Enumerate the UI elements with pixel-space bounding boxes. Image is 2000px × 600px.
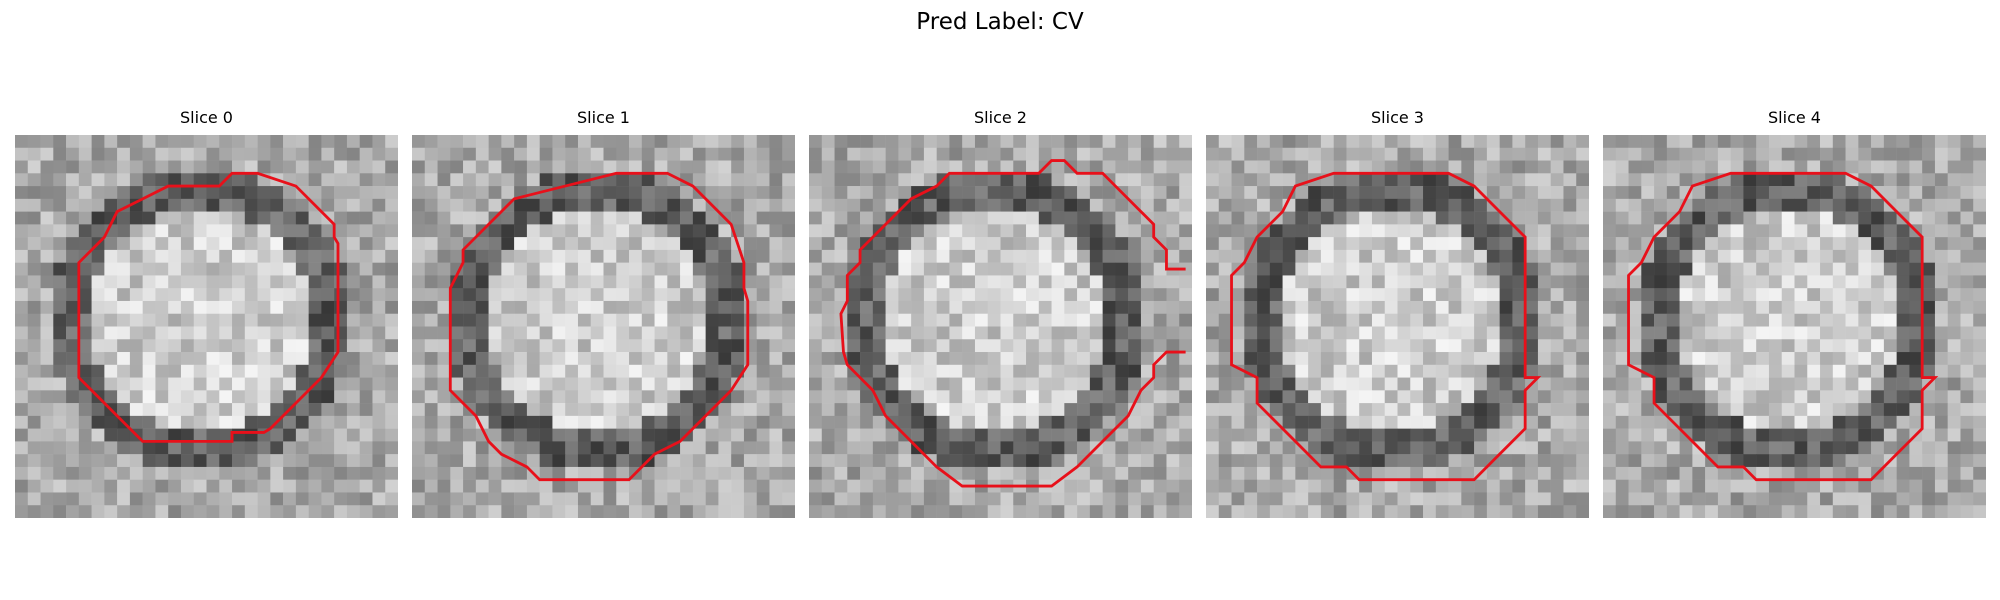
slice-panel-2: Slice 2	[809, 108, 1192, 518]
pixel-grid-1	[412, 135, 795, 518]
slice-image-2	[809, 135, 1192, 518]
segmentation-contour-1	[448, 171, 750, 482]
segmentation-contour-3	[1230, 171, 1542, 482]
slice-image-0	[15, 135, 398, 518]
slice-image-4	[1603, 135, 1986, 518]
slice-image-3	[1206, 135, 1589, 518]
segmentation-contour-2	[839, 159, 1186, 488]
pixel-grid-2	[809, 135, 1192, 518]
segmentation-contour-0	[77, 171, 340, 443]
pixel-grid-0	[15, 135, 398, 518]
slice-title-0: Slice 0	[180, 108, 233, 127]
slice-title-1: Slice 1	[577, 108, 630, 127]
figure-title: Pred Label: CV	[916, 9, 1084, 35]
slice-panel-0: Slice 0	[15, 108, 398, 518]
slice-panel-4: Slice 4	[1603, 108, 1986, 518]
slice-panel-1: Slice 1	[412, 108, 795, 518]
slice-title-4: Slice 4	[1768, 108, 1821, 127]
segmentation-contour-4	[1627, 171, 1939, 482]
slice-image-1	[412, 135, 795, 518]
pixel-grid-3	[1206, 135, 1589, 518]
slice-title-3: Slice 3	[1371, 108, 1424, 127]
pixel-grid-4	[1603, 135, 1986, 518]
slice-title-2: Slice 2	[974, 108, 1027, 127]
slice-panel-3: Slice 3	[1206, 108, 1589, 518]
